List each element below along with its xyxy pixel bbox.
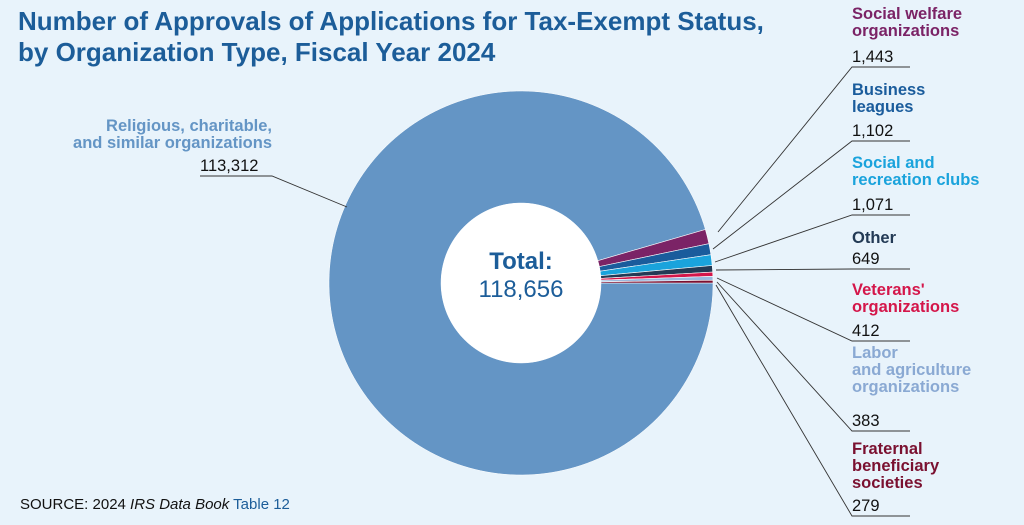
- slice-label-7: Fraternal beneficiary societies: [852, 441, 939, 492]
- slice-label-5: Veterans' organizations: [852, 282, 959, 316]
- slice-label-2: Business leagues: [852, 82, 925, 116]
- slice-value-2: 1,102: [852, 122, 894, 140]
- source-book: IRS Data Book: [130, 496, 230, 513]
- leader-line-5: [716, 277, 910, 342]
- source-note: SOURCE: 2024 IRS Data Book Table 12: [20, 496, 290, 513]
- total-value: 118,656: [478, 276, 564, 303]
- slice-label-4: Other: [852, 230, 896, 247]
- slice-label-3: Social and recreation clubs: [852, 155, 979, 189]
- chart-title-line-1: Number of Approvals of Applications for …: [18, 6, 764, 36]
- slice-label-6-line-0: Labor: [852, 344, 898, 362]
- leader-line-1: [717, 66, 910, 233]
- slice-label-7-line-1: beneficiary: [852, 457, 940, 475]
- slice-label-2-line-1: leagues: [852, 98, 914, 116]
- slice-value-5: 412: [852, 322, 880, 340]
- slice-value-4: 649: [852, 250, 880, 268]
- leader-line-7: [715, 284, 910, 517]
- slice-label-6-line-1: and agriculture: [852, 361, 972, 379]
- source-table-link[interactable]: Table 12: [233, 496, 290, 513]
- leader-line-4: [715, 268, 910, 271]
- leader-line-2: [712, 140, 910, 250]
- slice-label-3-line-1: recreation clubs: [852, 171, 980, 189]
- chart-title: Number of Approvals of Applications for …: [18, 6, 764, 68]
- donut-hole: [441, 203, 601, 363]
- slice-value-0: 113,312: [200, 157, 259, 175]
- slice-value-6: 383: [852, 412, 880, 430]
- slice-label-5-line-0: Veterans': [852, 281, 925, 299]
- slice-label-0-line-1: and similar organizations: [73, 134, 272, 152]
- slice-label-0-line-0: Religious, charitable,: [106, 117, 272, 135]
- slice-label-7-line-2: societies: [852, 474, 923, 492]
- source-prefix: SOURCE: 2024: [20, 496, 131, 513]
- chart-title-line-2: by Organization Type, Fiscal Year 2024: [18, 37, 496, 67]
- leader-line-6: [716, 281, 910, 432]
- slice-label-6: Labor and agriculture organizations: [852, 345, 971, 396]
- slice-label-4-line-0: Other: [852, 229, 897, 247]
- leader-line-3: [714, 214, 910, 263]
- slice-value-1: 1,443: [852, 48, 894, 66]
- leader-line-0: [200, 175, 348, 208]
- slice-label-2-line-0: Business: [852, 81, 926, 99]
- slice-label-5-line-1: organizations: [852, 298, 960, 316]
- total-label: Total:: [489, 248, 553, 275]
- slice-label-3-line-0: Social and: [852, 154, 935, 172]
- slice-value-3: 1,071: [852, 196, 894, 214]
- leader-lines: [200, 66, 910, 517]
- slice-value-7: 279: [852, 497, 880, 515]
- slice-label-6-line-2: organizations: [852, 378, 960, 396]
- slice-label-7-line-0: Fraternal: [852, 440, 923, 458]
- slice-label-1: Social welfare organizations: [852, 6, 962, 40]
- slice-label-1-line-1: organizations: [852, 22, 960, 40]
- slice-label-0: Religious, charitable, and similar organi…: [40, 118, 272, 152]
- slice-label-1-line-0: Social welfare: [852, 5, 963, 23]
